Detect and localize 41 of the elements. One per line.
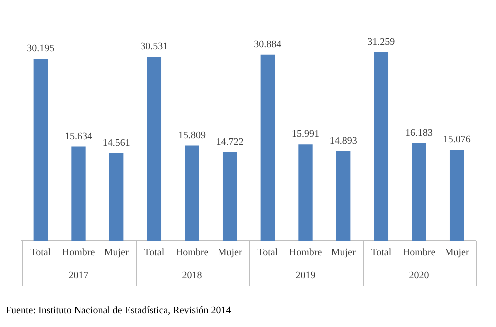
x-tick-label: Mujer [104,248,130,259]
x-tick-label: Mujer [444,248,470,259]
x-tick-label: Hombre [402,248,436,259]
bar [374,52,389,241]
data-label: 15.076 [443,134,471,146]
x-tick-label: Mujer [331,248,356,259]
x-tick-label: Hombre [176,248,210,259]
x-tick-label: Hombre [62,248,96,259]
bar [147,56,162,241]
x-tick-label: Total [144,248,165,259]
source-note: Fuente: Instituto Nacional de Estadística, Revisión 2014 [6,306,232,317]
bar [185,146,200,241]
data-label: 16.183 [406,128,433,140]
text: 2017 [68,270,89,282]
bar [412,143,426,241]
bar [450,150,464,241]
data-label: 14.893 [330,136,358,147]
bar [260,54,276,241]
text: 2019 [296,270,316,282]
data-label: 14.722 [216,136,244,148]
x-tick-label: Total [30,248,52,259]
bar [34,58,48,241]
text: 2018 [182,270,202,282]
bar [298,144,313,241]
bar [336,151,351,241]
x-tick-label: Total [258,248,278,259]
bar [72,146,86,241]
bar [222,152,238,241]
data-label: 31.259 [368,37,396,48]
data-label: 15.809 [178,130,206,142]
x-tick-label: Hombre [289,248,323,259]
text: 2020 [409,270,430,282]
x-tick-label: Mujer [218,248,243,259]
x-tick-label: Total [371,248,392,259]
data-label: 30.884 [254,39,282,50]
data-label: 15.991 [292,129,320,140]
data-label: 30.195 [27,44,55,55]
bar [109,153,124,241]
data-label: 14.561 [102,138,130,149]
data-label: 30.531 [140,42,168,53]
data-label: 15.634 [65,131,92,142]
